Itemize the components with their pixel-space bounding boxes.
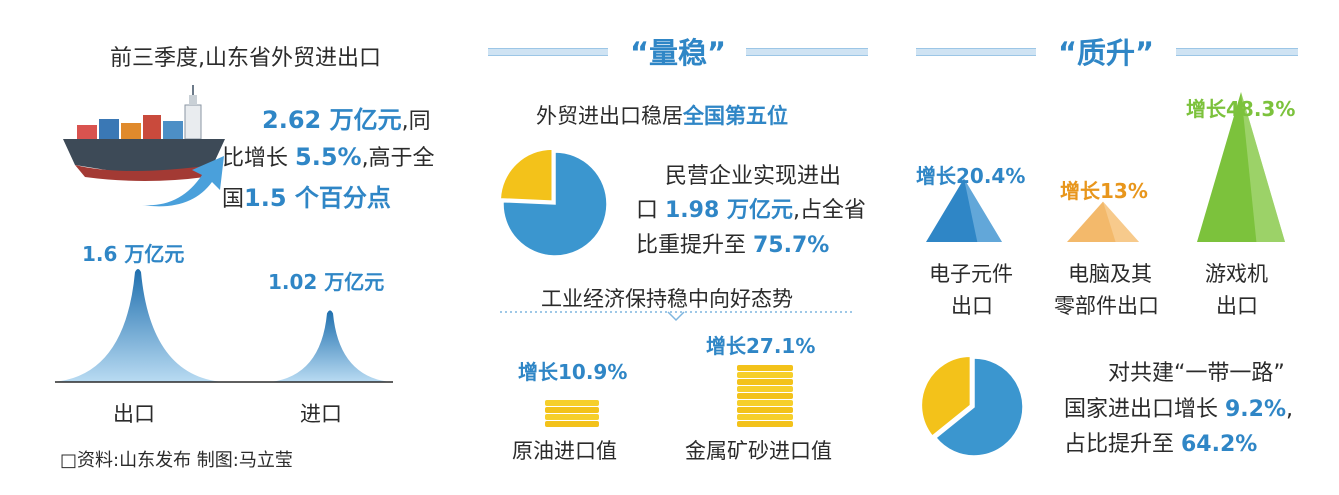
ore-category-label: 金属矿砂进口值 bbox=[685, 439, 832, 463]
private-share-pie bbox=[499, 148, 608, 257]
industry-heading: 工业经济保持稳中向好态势 bbox=[541, 287, 793, 311]
pie1-slice-0 bbox=[502, 151, 608, 257]
pyramid-shade-1 bbox=[1103, 201, 1139, 242]
import-axis-label: 进口 bbox=[300, 402, 342, 426]
trade-peaks-chart bbox=[53, 269, 393, 383]
private-line-3: 比重提升至 75.7% bbox=[636, 233, 830, 258]
rank-text: 外贸进出口稳居全国第五位 bbox=[536, 104, 788, 128]
source-credit: □资料:山东发布 制图:马立莹 bbox=[60, 450, 293, 471]
left-heading: 前三季度,山东省外贸进出口 bbox=[110, 46, 381, 71]
computer-category-l1: 电脑及其 bbox=[1068, 262, 1152, 286]
export-axis-label: 出口 bbox=[113, 402, 155, 426]
zhisheng-rule-right bbox=[1176, 48, 1298, 56]
peak-0 bbox=[53, 269, 223, 382]
belt-line-3: 占比提升至 64.2% bbox=[1064, 432, 1258, 457]
console-growth-label: 增长48.3% bbox=[1186, 97, 1296, 121]
console-category-l1: 游戏机 bbox=[1205, 262, 1268, 286]
total-line-3: 国1.5 个百分点 bbox=[222, 184, 391, 212]
belt-line-1: 对共建“一带一路” bbox=[1108, 361, 1285, 386]
crude-growth-label: 增长10.9% bbox=[518, 360, 628, 384]
total-line-2: 比增长 5.5%,高于全 bbox=[222, 143, 435, 171]
crude-category-label: 原油进口值 bbox=[512, 439, 617, 463]
export-value-label: 1.6 万亿元 bbox=[82, 242, 185, 266]
pyramid-shade-0 bbox=[964, 178, 1002, 242]
console-category-l2: 出口 bbox=[1216, 294, 1258, 318]
liangwen-rule-left bbox=[488, 48, 608, 56]
gold-bar-0 bbox=[545, 400, 599, 427]
computer-growth-label: 增长13% bbox=[1060, 179, 1148, 203]
cargo-ship-icon bbox=[63, 85, 225, 181]
liangwen-title: “量稳” bbox=[629, 36, 727, 70]
computer-category-l2: 零部件出口 bbox=[1054, 294, 1159, 318]
pyramid-shade-2 bbox=[1241, 92, 1285, 242]
import-value-label: 1.02 万亿元 bbox=[268, 270, 385, 294]
liangwen-rule-right bbox=[746, 48, 868, 56]
pie2-slice-0 bbox=[934, 357, 1024, 457]
belt-road-share-pie bbox=[920, 355, 1024, 457]
arrow-up-icon bbox=[142, 156, 224, 207]
export-growth-pyramids bbox=[926, 92, 1285, 242]
ore-growth-label: 增长27.1% bbox=[706, 334, 816, 358]
electronics-category-l2: 出口 bbox=[951, 294, 993, 318]
pie1-slice-1 bbox=[499, 148, 553, 202]
electronics-category-l1: 电子元件 bbox=[929, 262, 1013, 286]
gold-bar-1 bbox=[737, 365, 793, 427]
zhisheng-rule-left bbox=[916, 48, 1036, 56]
peak-1 bbox=[270, 310, 390, 382]
import-growth-bars bbox=[545, 365, 793, 427]
belt-line-2: 国家进出口增长 9.2%, bbox=[1064, 397, 1294, 422]
private-line-1: 民营企业实现进出 bbox=[665, 164, 842, 189]
industry-divider bbox=[500, 311, 852, 322]
private-line-2: 口 1.98 万亿元,占全省 bbox=[636, 198, 866, 223]
pie2-slice-1 bbox=[920, 355, 972, 438]
electronics-growth-label: 增长20.4% bbox=[916, 164, 1026, 188]
zhisheng-title: “质升” bbox=[1057, 36, 1155, 70]
total-line-1: 2.62 万亿元,同 bbox=[262, 106, 431, 134]
